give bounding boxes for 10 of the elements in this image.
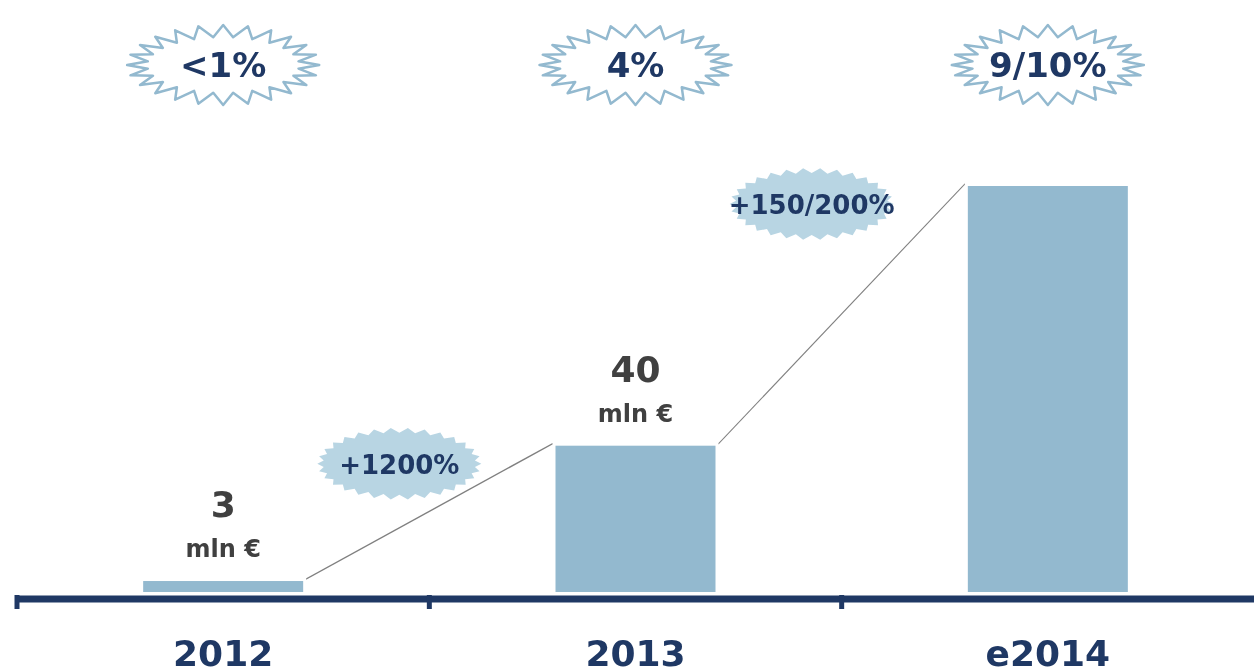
- text: 9/10%: [989, 45, 1107, 85]
- text: <1%: [180, 45, 267, 85]
- x-tick-label: 2012: [173, 633, 274, 671]
- annotation: +150/200%: [728, 190, 895, 220]
- data-label: 3 mln €: [185, 484, 261, 564]
- text: 4%: [606, 45, 665, 85]
- x-tick-label: e2014: [985, 633, 1111, 671]
- x-tick-label: 2013: [585, 633, 686, 671]
- data-label: 40 mln €: [597, 348, 674, 428]
- annotation: +1200%: [339, 449, 460, 480]
